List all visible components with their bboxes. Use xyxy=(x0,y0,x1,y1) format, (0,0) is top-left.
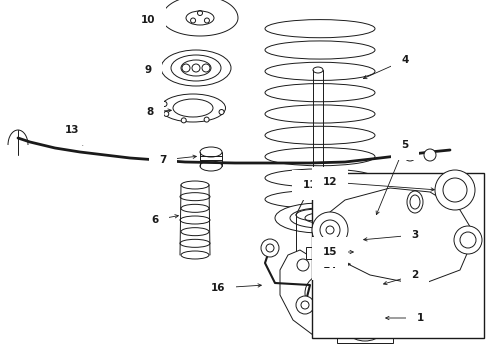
Ellipse shape xyxy=(407,191,423,213)
Circle shape xyxy=(454,226,482,254)
Ellipse shape xyxy=(409,221,421,239)
Bar xyxy=(312,173,484,338)
Ellipse shape xyxy=(296,264,340,276)
Polygon shape xyxy=(320,188,475,285)
Text: 7: 7 xyxy=(159,155,167,165)
Text: 4: 4 xyxy=(401,55,409,65)
Text: 6: 6 xyxy=(151,215,159,225)
Text: 15: 15 xyxy=(323,247,337,257)
Ellipse shape xyxy=(180,239,210,247)
Circle shape xyxy=(219,109,224,114)
Circle shape xyxy=(162,102,167,107)
Circle shape xyxy=(339,289,391,341)
Text: 3: 3 xyxy=(412,230,418,240)
Text: 12: 12 xyxy=(323,177,337,187)
Ellipse shape xyxy=(180,216,210,224)
Ellipse shape xyxy=(275,203,365,233)
Circle shape xyxy=(204,117,209,122)
Text: 13: 13 xyxy=(65,125,79,135)
Circle shape xyxy=(375,187,383,195)
Ellipse shape xyxy=(265,84,375,102)
Ellipse shape xyxy=(181,228,209,236)
Ellipse shape xyxy=(265,41,375,59)
Bar xyxy=(306,247,330,259)
Text: 10: 10 xyxy=(141,15,155,25)
Text: 8: 8 xyxy=(147,107,154,117)
Bar xyxy=(337,287,393,343)
Ellipse shape xyxy=(265,19,375,38)
Text: 2: 2 xyxy=(412,270,418,280)
Circle shape xyxy=(424,149,436,161)
Ellipse shape xyxy=(265,126,375,144)
Ellipse shape xyxy=(265,169,375,187)
Text: 16: 16 xyxy=(211,283,225,293)
Ellipse shape xyxy=(265,190,375,208)
Circle shape xyxy=(261,239,279,257)
Circle shape xyxy=(404,149,416,161)
Text: 11: 11 xyxy=(303,180,317,190)
Ellipse shape xyxy=(265,105,375,123)
Circle shape xyxy=(164,111,169,116)
Circle shape xyxy=(181,118,186,123)
Text: 1: 1 xyxy=(416,313,424,323)
Ellipse shape xyxy=(161,50,231,86)
Circle shape xyxy=(296,296,314,314)
Circle shape xyxy=(397,187,405,195)
Ellipse shape xyxy=(265,148,375,166)
Ellipse shape xyxy=(180,193,210,201)
Ellipse shape xyxy=(265,62,375,80)
Ellipse shape xyxy=(181,204,209,212)
Ellipse shape xyxy=(161,94,225,122)
Ellipse shape xyxy=(181,251,209,259)
Text: 9: 9 xyxy=(145,65,151,75)
Polygon shape xyxy=(280,250,358,335)
Text: 14: 14 xyxy=(323,260,337,270)
Text: 5: 5 xyxy=(401,140,409,150)
Ellipse shape xyxy=(181,181,209,189)
Polygon shape xyxy=(162,0,238,36)
Circle shape xyxy=(305,275,341,311)
Circle shape xyxy=(312,212,348,248)
Circle shape xyxy=(435,170,475,210)
